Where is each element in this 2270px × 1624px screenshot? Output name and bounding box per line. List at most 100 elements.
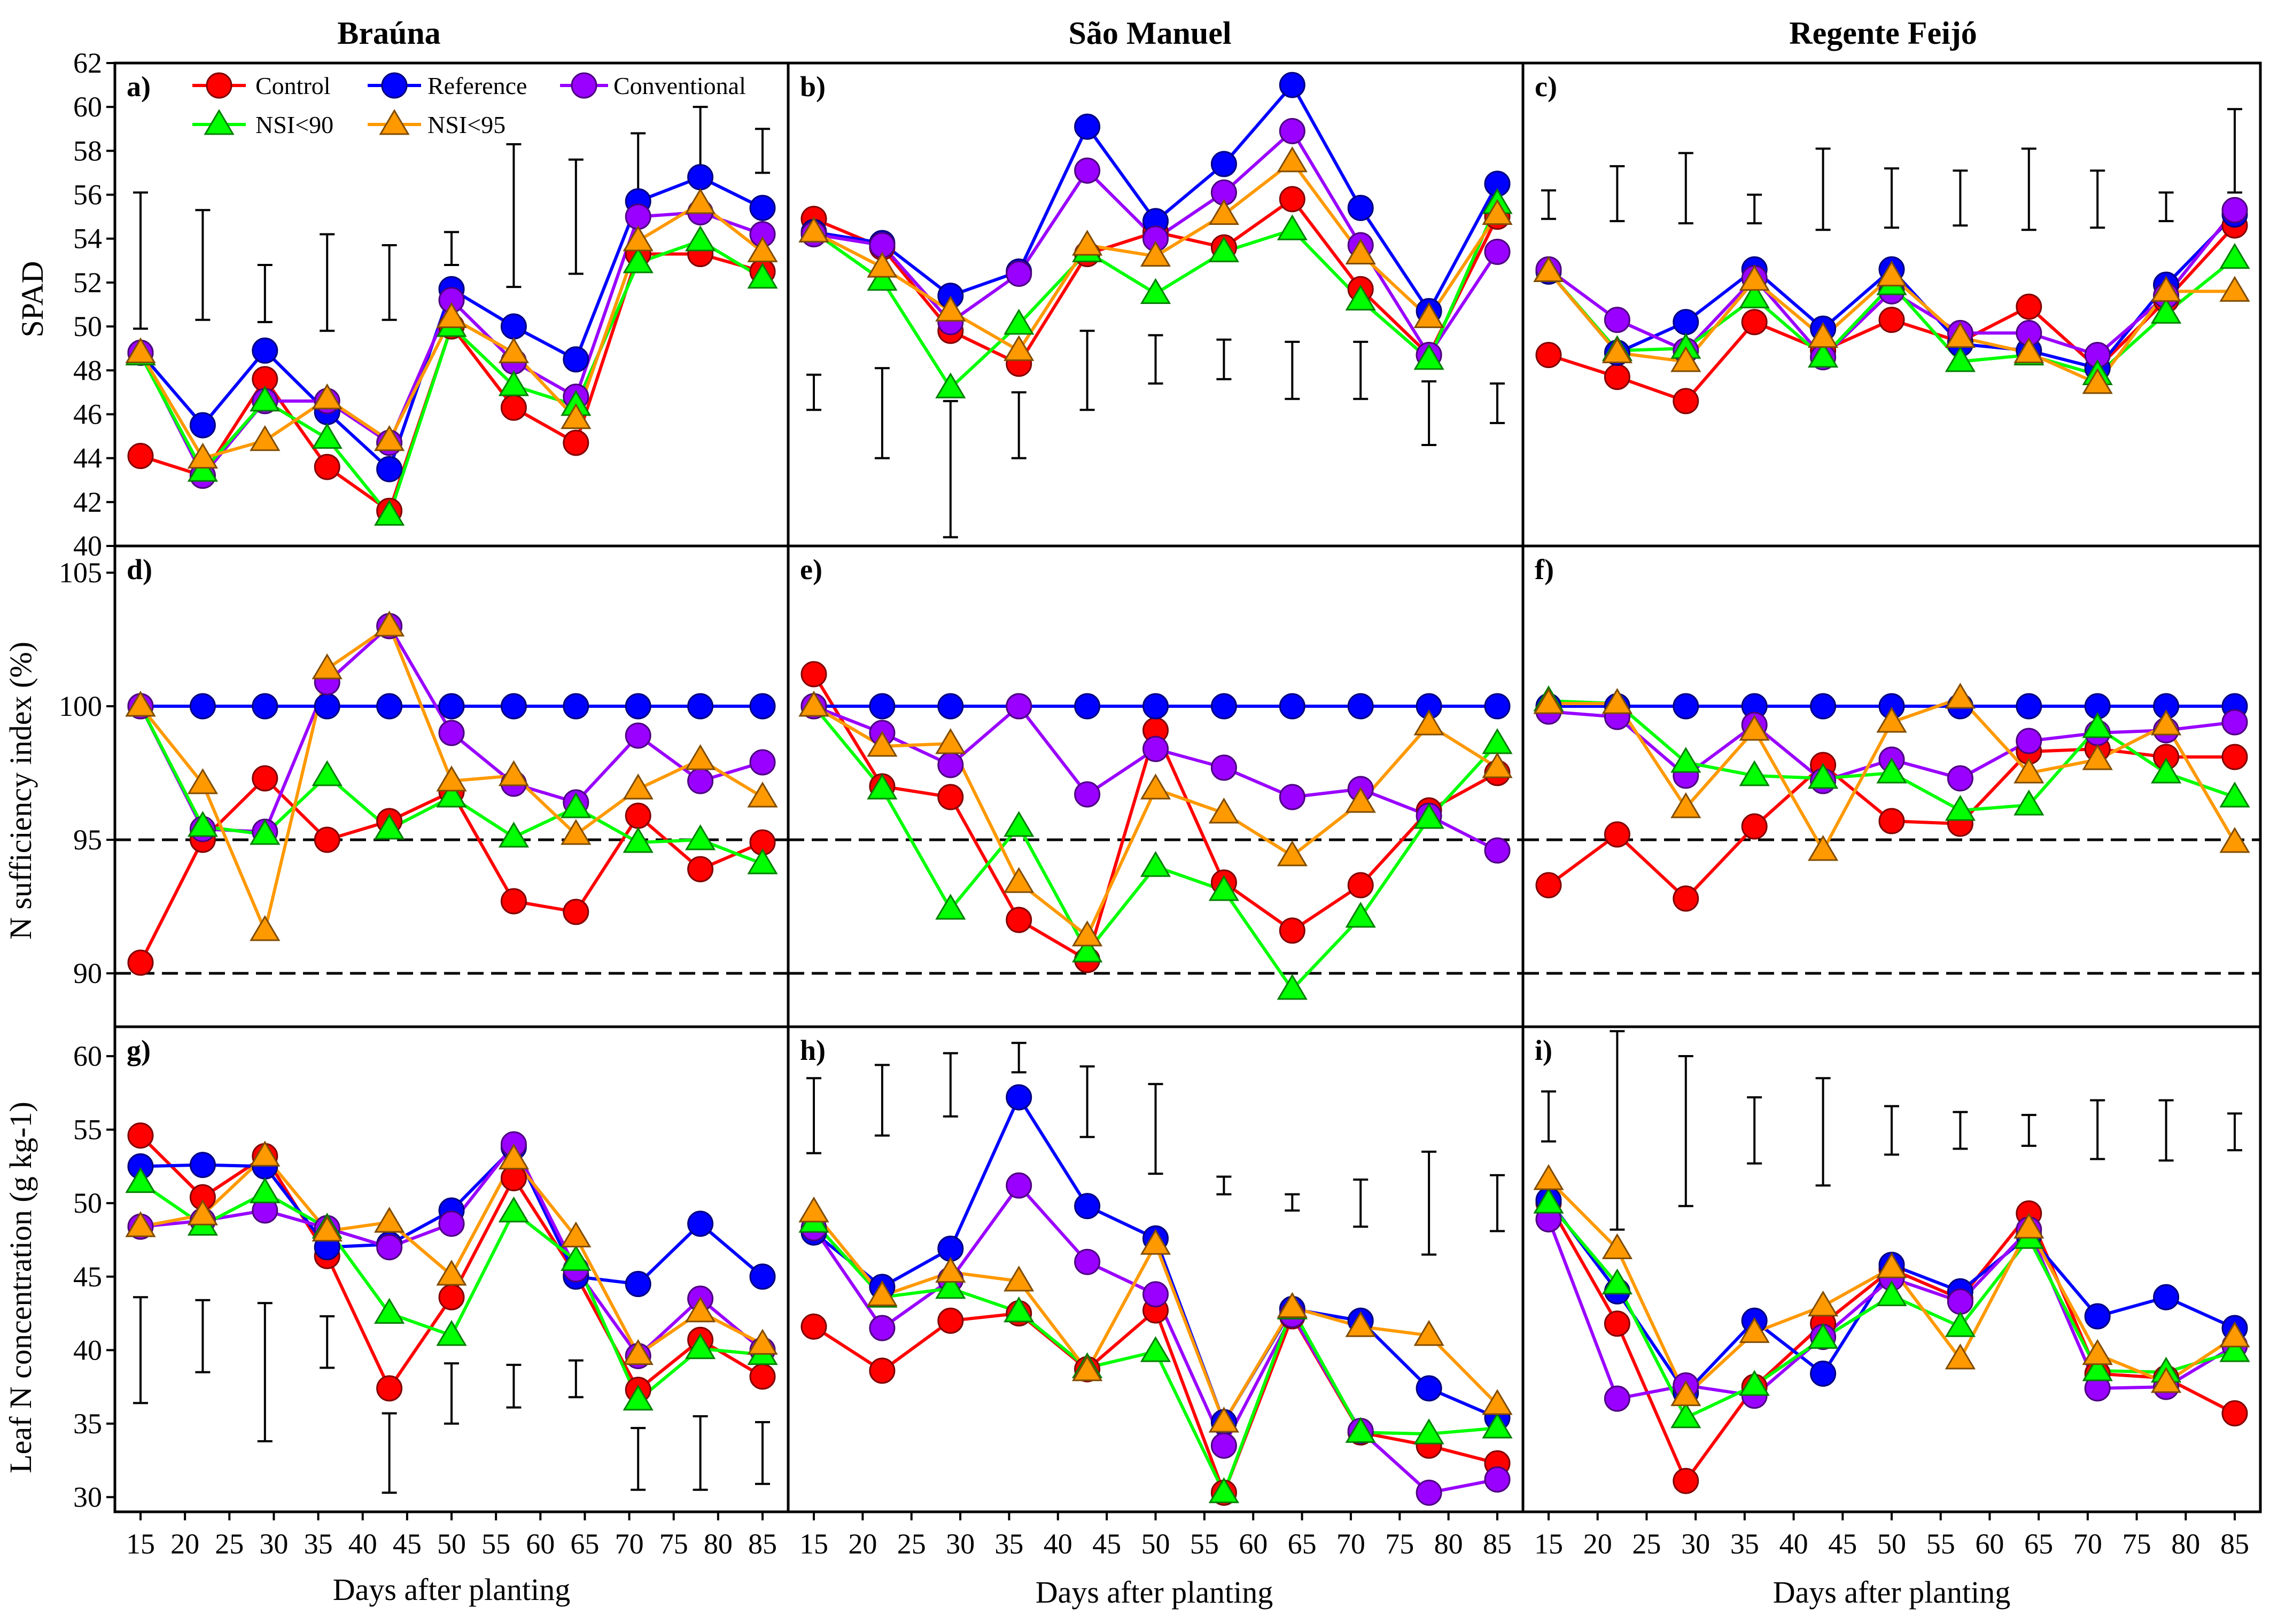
point-reference [376,693,403,720]
point-nsi-lt-95 [561,819,592,845]
y-tick-label: 40 [73,1334,102,1366]
x-tick-label: 20 [1583,1528,1612,1560]
point-reference [314,693,340,720]
panel-label-e: e) [800,553,822,585]
point-nsi-lt-95 [798,1196,829,1223]
point-nsi-lt-95 [125,691,156,717]
point-nsi-lt-90 [436,782,467,808]
point-nsi-lt-90 [685,225,716,252]
point-control [500,1165,527,1191]
error-bar [631,1427,646,1491]
error-bar [2090,169,2105,229]
y-tick-label: 58 [73,135,102,167]
point-nsi-lt-95 [1482,752,1513,778]
x-tick-label: 25 [897,1528,926,1560]
point-control [1673,1467,1699,1494]
legend-item-control: Control [192,72,331,99]
point-nsi-lt-90 [1482,728,1513,754]
x-tick-label: 60 [1975,1528,2004,1560]
point-nsi-lt-95 [250,1141,281,1167]
point-conventional [1484,1466,1511,1493]
error-bar [1421,1150,1437,1256]
point-nsi-lt-90 [2082,712,2113,738]
x-tick-label: 85 [2220,1528,2249,1560]
point-nsi-lt-95 [935,1256,966,1283]
column-title-sao-manuel: São Manuel [1068,15,1231,51]
svg-text:Control: Control [255,72,331,99]
point-reference [1210,151,1237,177]
point-reference [1279,693,1305,720]
error-bar [1148,1083,1163,1175]
point-nsi-lt-95 [1004,335,1035,361]
y-tick-label: 50 [73,310,102,342]
point-nsi-lt-95 [250,915,281,941]
point-reference [2084,1303,2111,1330]
point-reference [687,164,714,191]
column-title-regente-feijo: Regente Feijó [1789,15,1977,51]
error-bar [1011,1042,1027,1074]
x-tick-label: 55 [1190,1528,1219,1560]
point-nsi-lt-90 [312,760,343,786]
error-bar [1353,1178,1369,1228]
point-nsi-lt-95 [1807,835,1839,861]
point-nsi-lt-95 [1533,1164,1564,1190]
error-bar [1079,1065,1095,1138]
point-nsi-lt-95 [1277,146,1308,173]
point-nsi-lt-95 [2150,709,2182,736]
point-nsi-lt-95 [1413,302,1444,329]
point-control [1279,917,1305,944]
point-reference [687,1211,714,1237]
error-bar [943,1052,958,1118]
point-control [800,661,827,688]
point-nsi-lt-95 [1004,1266,1035,1292]
point-reference [252,337,278,364]
point-nsi-lt-90 [187,456,219,482]
point-nsi-lt-95 [685,744,716,770]
x-tick-label: 30 [1681,1528,1710,1560]
point-reference [1347,194,1374,221]
error-bar [755,1421,770,1485]
point-conventional [2221,709,2248,736]
point-conventional [1484,837,1511,864]
point-nsi-lt-95 [125,1211,156,1237]
point-nsi-lt-90 [250,385,281,412]
point-nsi-lt-95 [312,1215,343,1242]
error-bar [1747,193,1762,224]
x-tick-label: 65 [2024,1528,2053,1560]
point-nsi-lt-90 [1533,1188,1564,1214]
panel-b: b) [787,61,1525,548]
xlabel-regente-feijo: Days after planting [1773,1575,2011,1610]
x-tick-label: 45 [1092,1528,1121,1560]
ylabel-nsi: N sufficiency index (%) [3,642,38,940]
point-nsi-lt-95 [1140,1229,1171,1255]
point-conventional [376,1234,403,1261]
error-bar [2227,1112,2242,1152]
point-control [1347,872,1374,899]
error-bar [1490,382,1505,424]
ylabel-leaf-n: Leaf N concentration (g kg-1) [3,1102,38,1473]
error-bar [568,158,584,275]
point-nsi-lt-90 [2219,1336,2250,1362]
point-conventional [1006,693,1032,720]
point-nsi-lt-95 [125,337,156,363]
point-nsi-lt-95 [312,383,343,410]
point-reference [869,693,896,720]
column-title-brauna: Braúna [337,15,440,51]
error-bar [1678,1055,1693,1207]
point-nsi-lt-95 [798,216,829,243]
point-nsi-lt-90 [312,423,343,449]
legend-item-nsi95: NSI<95 [368,109,506,138]
point-nsi-lt-95 [1533,688,1564,714]
point-reference [1416,1375,1442,1402]
point-nsi-lt-90 [623,1384,654,1411]
point-control [869,1357,896,1384]
point-nsi-lt-95 [623,774,654,800]
y-tick-label: 62 [73,47,102,79]
point-nsi-lt-90 [623,247,654,274]
error-bar [1285,1193,1300,1212]
panel-h: h) 15 20 25 30 35 40 45 50 55 60 65 70 75 80 85 [787,1025,1525,1560]
x-tick-label: 25 [215,1528,244,1560]
error-bar [444,1362,459,1425]
error-bar [1884,1105,1899,1156]
error-bar [1541,1090,1556,1143]
